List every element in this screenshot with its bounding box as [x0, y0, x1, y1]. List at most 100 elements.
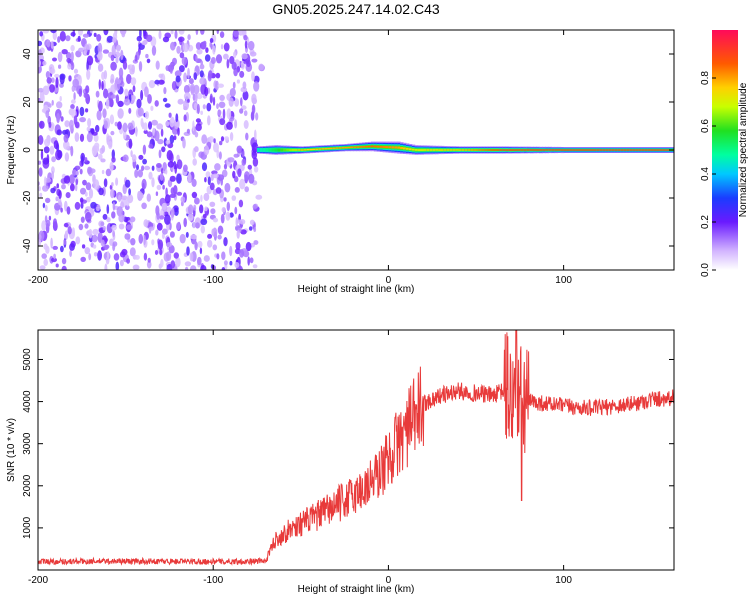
noise-blob [169, 193, 176, 198]
signal-segment [382, 146, 387, 148]
noise-blob [170, 41, 176, 51]
noise-blob [63, 222, 69, 228]
signal-segment [414, 149, 419, 151]
noise-blob [229, 132, 234, 141]
noise-blob [236, 79, 240, 84]
noise-blob [95, 90, 100, 98]
noise-blob [42, 202, 46, 209]
noise-blob [163, 87, 167, 95]
noise-blob [183, 164, 188, 173]
signal-segment [446, 149, 451, 151]
noise-blob [56, 113, 60, 122]
noise-blob [249, 219, 255, 225]
noise-blob [114, 121, 119, 127]
signal-segment [420, 149, 424, 151]
noise-blob [186, 246, 190, 256]
noise-blob [62, 129, 69, 136]
noise-blob [111, 182, 114, 187]
noise-blob [121, 195, 128, 201]
signal-segment [605, 149, 609, 151]
noise-blob [154, 79, 160, 85]
noise-blob [60, 116, 64, 122]
noise-blob [80, 216, 85, 223]
signal-segment [638, 149, 642, 151]
noise-blob [88, 188, 94, 199]
noise-blob [170, 30, 174, 35]
noise-blob [169, 152, 174, 163]
noise-blob [125, 179, 131, 188]
noise-blob [116, 206, 124, 217]
noise-blob [233, 153, 240, 158]
noise-blob [221, 267, 226, 270]
noise-blob [187, 98, 190, 103]
signal-segment [629, 149, 633, 151]
signal-segment [262, 149, 267, 151]
noise-blob [223, 237, 228, 247]
x-tick-label: 100 [555, 575, 572, 586]
signal-segment [467, 149, 471, 151]
noise-blob [236, 229, 240, 239]
noise-blob [186, 128, 190, 134]
signal-segment [289, 149, 293, 151]
noise-blob [100, 239, 105, 247]
noise-blob [134, 54, 138, 62]
noise-blob [238, 199, 244, 208]
signal-segment [271, 149, 276, 151]
noise-blob [71, 99, 76, 104]
noise-blob [162, 36, 170, 43]
noise-blob [143, 252, 148, 261]
noise-blob [72, 169, 77, 176]
noise-blob [72, 78, 79, 88]
noise-blob [109, 114, 115, 125]
signal-segment [327, 147, 331, 150]
noise-blob [112, 241, 118, 247]
noise-blob [55, 196, 59, 202]
noise-blob [200, 218, 208, 226]
noise-blob [252, 157, 259, 167]
noise-blob [229, 212, 234, 218]
noise-blob [176, 45, 181, 54]
noise-blob [113, 51, 121, 58]
signal-segment [542, 149, 546, 151]
noise-blob [74, 201, 81, 210]
noise-blob [193, 102, 198, 110]
noise-blob [50, 30, 57, 34]
noise-blob [98, 79, 102, 90]
noise-blob [234, 119, 238, 129]
x-tick-label: -100 [203, 575, 223, 586]
signal-segment [476, 149, 480, 151]
noise-blob [170, 207, 175, 218]
noise-blob [42, 30, 49, 34]
noise-blob [209, 201, 216, 207]
signal-segment [297, 149, 302, 151]
noise-blob [145, 53, 149, 59]
noise-blob [123, 216, 128, 223]
noise-blob [234, 98, 240, 107]
noise-blob [48, 215, 52, 221]
noise-blob [126, 258, 130, 264]
noise-blob [130, 95, 136, 101]
noise-blob [146, 131, 153, 138]
signal-segment [523, 149, 528, 151]
signal-segment [455, 149, 460, 151]
noise-blob [170, 116, 175, 124]
signal-segment [303, 149, 308, 151]
noise-blob [204, 206, 208, 212]
noise-blob [61, 257, 67, 265]
noise-blob [193, 204, 197, 211]
noise-blob [242, 90, 249, 101]
noise-blob [232, 81, 236, 89]
signal-segment [520, 149, 525, 151]
noise-blob [183, 72, 188, 83]
noise-blob [147, 94, 152, 104]
signal-segment [368, 145, 372, 148]
noise-blob [177, 127, 180, 136]
noise-blob [86, 60, 89, 72]
signal-segment [581, 149, 586, 151]
signal-segment [426, 149, 430, 151]
signal-segment [259, 149, 264, 151]
noise-blob [148, 143, 154, 149]
noise-blob [148, 121, 152, 130]
noise-blob [201, 162, 208, 172]
noise-blob [41, 253, 47, 259]
